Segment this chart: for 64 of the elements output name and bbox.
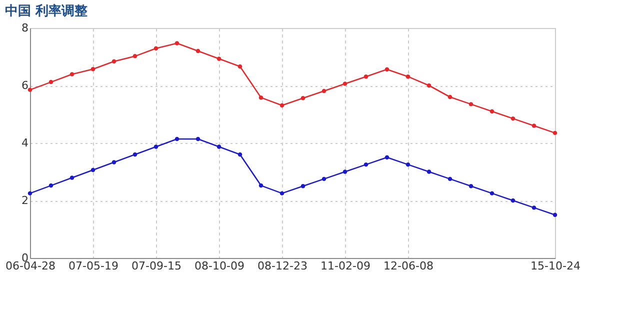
point xyxy=(28,88,32,92)
point xyxy=(70,176,74,180)
point xyxy=(426,83,432,88)
point xyxy=(532,206,536,210)
point xyxy=(48,183,54,188)
point xyxy=(300,184,306,188)
point xyxy=(70,72,74,76)
point xyxy=(510,198,516,203)
point xyxy=(132,152,138,157)
point xyxy=(112,160,116,164)
point xyxy=(552,212,558,217)
point xyxy=(154,46,158,51)
point xyxy=(532,124,536,128)
y-tick-label: 2 xyxy=(22,194,28,207)
x-tick-label: 08-12-23 xyxy=(258,260,308,272)
x-tick-label: 07-09-15 xyxy=(132,260,182,272)
point xyxy=(364,74,368,79)
point xyxy=(258,183,264,188)
point xyxy=(468,184,474,188)
point xyxy=(406,74,410,79)
point xyxy=(280,191,284,196)
y-tick-label: 4 xyxy=(22,136,28,150)
x-tick-label: 07-05-19 xyxy=(68,260,118,272)
point xyxy=(174,136,180,142)
point xyxy=(48,80,54,84)
point xyxy=(196,136,200,142)
point xyxy=(448,176,452,182)
point xyxy=(322,176,326,182)
point xyxy=(258,95,264,100)
point xyxy=(238,152,242,157)
x-tick-label: 11-02-09 xyxy=(320,260,370,272)
point xyxy=(90,66,96,72)
y-tick-label: 8 xyxy=(22,22,28,34)
point xyxy=(490,191,494,196)
point xyxy=(552,130,558,136)
point xyxy=(342,170,348,174)
x-tick-label: 12-06-08 xyxy=(384,260,434,272)
point xyxy=(174,41,180,46)
point xyxy=(28,191,32,196)
point xyxy=(490,109,494,114)
point xyxy=(322,88,326,94)
point xyxy=(280,103,284,108)
point xyxy=(384,67,390,72)
x-tick-label: 15-10-24 xyxy=(530,260,580,272)
point xyxy=(384,155,390,160)
point xyxy=(238,64,242,69)
point xyxy=(364,162,368,167)
y-tick-label: 6 xyxy=(22,79,28,92)
chart-title: 中国 利率调整 xyxy=(5,3,89,19)
point xyxy=(426,170,432,174)
point xyxy=(196,48,200,54)
point xyxy=(300,96,306,100)
point xyxy=(406,162,410,167)
point xyxy=(216,144,222,149)
x-tick-label: 08-10-09 xyxy=(194,260,244,272)
point xyxy=(342,82,348,86)
point xyxy=(132,54,138,58)
point xyxy=(154,144,158,149)
point xyxy=(216,56,222,61)
point xyxy=(448,94,452,100)
point xyxy=(468,102,474,106)
point xyxy=(510,116,516,121)
point xyxy=(90,168,96,172)
point xyxy=(112,59,116,64)
